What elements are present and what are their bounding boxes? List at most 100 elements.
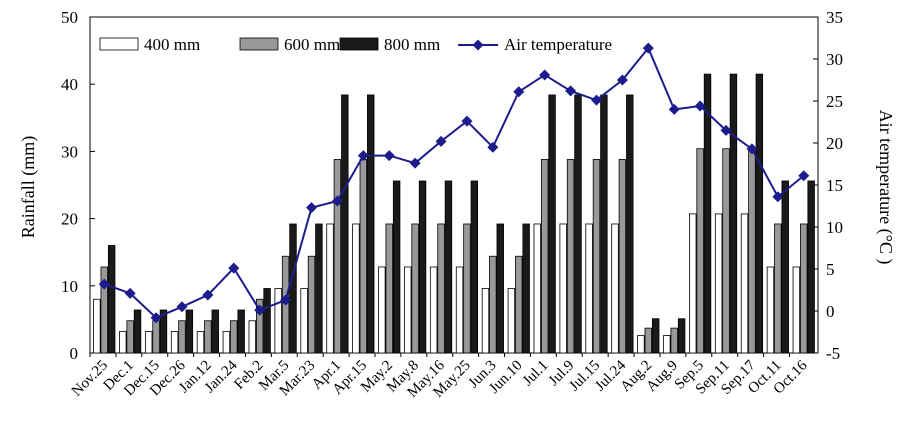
bar-800-mm: [755, 73, 764, 354]
temperature-point: [642, 42, 654, 54]
bar-600-mm: [800, 223, 808, 354]
bar-600-mm: [722, 148, 730, 354]
bar-800-mm: [418, 180, 427, 354]
y-right-tick-label: -5: [826, 344, 840, 363]
bar-800-mm: [367, 94, 375, 354]
bar-400-mm: [455, 266, 464, 354]
temperature-point: [668, 103, 680, 115]
y-axis-right-label: Air temperature (°C ): [875, 110, 896, 265]
bar-600-mm: [696, 148, 704, 354]
temperature-point: [98, 278, 110, 290]
legend-marker: [472, 39, 484, 51]
y-right-tick-label: 25: [826, 92, 843, 111]
bar-800-mm: [289, 223, 297, 354]
bar-600-mm: [152, 320, 160, 354]
bar-400-mm: [559, 223, 567, 354]
bar-400-mm: [766, 266, 775, 354]
temperature-point: [616, 74, 628, 86]
y-left-tick-label: 20: [61, 210, 78, 229]
bar-400-mm: [93, 298, 101, 354]
y-right-tick-label: 35: [826, 8, 843, 27]
bar-600-mm: [255, 298, 264, 354]
bar-800-mm: [133, 309, 142, 354]
bar-600-mm: [359, 159, 368, 354]
bar-800-mm: [444, 180, 453, 354]
legend-label: 800 mm: [384, 35, 440, 54]
temperature-point: [383, 150, 395, 162]
bar-600-mm: [100, 266, 108, 354]
bar-600-mm: [178, 320, 186, 354]
bar-600-mm: [515, 255, 523, 354]
bar-800-mm: [496, 223, 504, 354]
y-left-tick-label: 30: [61, 142, 78, 161]
bar-600-mm: [489, 255, 497, 354]
temperature-point: [772, 191, 784, 203]
temperature-point: [565, 85, 577, 97]
temperature-point: [487, 141, 499, 153]
bar-400-mm: [300, 288, 308, 354]
temperature-point: [798, 170, 810, 182]
bar-400-mm: [507, 288, 516, 354]
temperature-point: [150, 312, 162, 324]
bar-400-mm: [222, 331, 231, 354]
x-tick-label: Jul.1: [520, 358, 552, 390]
bar-800-mm: [626, 94, 634, 354]
bar-400-mm: [248, 320, 256, 354]
temperature-point: [435, 135, 447, 147]
bar-600-mm: [463, 223, 471, 354]
bar-600-mm: [540, 159, 549, 354]
bar-800-mm: [470, 180, 479, 354]
bars: [93, 73, 815, 354]
bar-600-mm: [307, 255, 316, 354]
temperature-point: [694, 100, 706, 112]
bar-400-mm: [714, 213, 723, 354]
legend-label: 600 mm: [284, 35, 340, 54]
bar-600-mm: [670, 327, 678, 354]
temperature-point: [176, 301, 188, 313]
bar-600-mm: [437, 223, 445, 354]
legend-swatch: [239, 37, 279, 51]
bar-400-mm: [352, 223, 360, 354]
bar-800-mm: [652, 318, 660, 354]
bar-600-mm: [333, 159, 342, 354]
temperature-point: [590, 94, 602, 106]
bar-800-mm: [315, 223, 323, 354]
legend-label: Air temperature: [504, 35, 612, 54]
bar-400-mm: [404, 266, 412, 354]
bar-400-mm: [637, 335, 645, 354]
bar-800-mm: [781, 180, 789, 354]
bar-800-mm: [185, 309, 194, 354]
bar-400-mm: [429, 266, 438, 354]
bar-400-mm: [170, 331, 179, 354]
bar-800-mm: [159, 309, 168, 354]
temperature-point: [124, 287, 136, 299]
y-left-tick-label: 50: [61, 8, 78, 27]
bar-400-mm: [144, 331, 153, 354]
bar-800-mm: [392, 180, 401, 354]
temperature-point: [254, 304, 266, 316]
bar-600-mm: [774, 223, 782, 354]
bar-400-mm: [119, 331, 127, 354]
bar-600-mm: [566, 159, 575, 354]
temperature-point: [513, 86, 525, 98]
y-right-tick-label: 30: [826, 50, 843, 69]
bar-800-mm: [263, 288, 271, 354]
y-left-tick-label: 0: [70, 344, 79, 363]
bar-600-mm: [592, 159, 601, 354]
y-right-tick-label: 15: [826, 176, 843, 195]
temperature-point: [357, 150, 369, 162]
bar-400-mm: [611, 223, 619, 354]
bar-800-mm: [807, 180, 815, 354]
legend-swatch: [339, 37, 379, 51]
bar-800-mm: [522, 223, 530, 354]
bar-400-mm: [533, 223, 541, 354]
temperature-point: [461, 115, 473, 127]
y-left-tick-label: 40: [61, 75, 78, 94]
bar-600-mm: [411, 223, 419, 354]
bar-400-mm: [326, 223, 334, 354]
y-left-tick-label: 10: [61, 277, 78, 296]
bar-600-mm: [644, 327, 653, 354]
bar-800-mm: [600, 94, 608, 354]
